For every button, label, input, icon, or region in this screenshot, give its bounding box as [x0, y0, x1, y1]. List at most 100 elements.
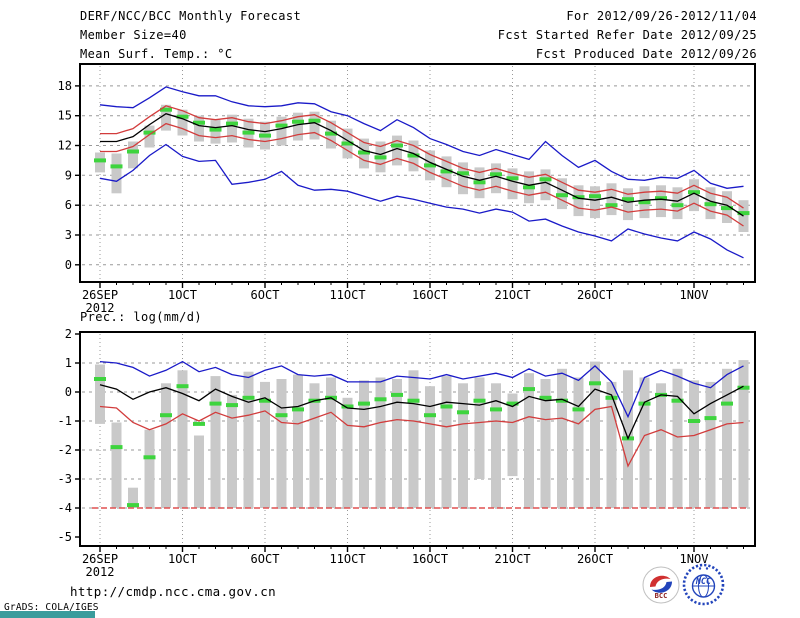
- precipitation-spread-bar: [227, 394, 237, 508]
- precipitation-spread-bar: [441, 376, 452, 508]
- temperature-spread-bar: [392, 135, 402, 166]
- temperature-obs-marker: [523, 185, 535, 190]
- precipitation-obs-marker: [193, 421, 205, 426]
- precipitation-spread-bar: [639, 377, 650, 508]
- bcc-logo-label: BCC: [655, 592, 668, 600]
- ncc-logo-top-mark-icon: [698, 567, 702, 570]
- precipitation-obs-marker: [424, 413, 436, 418]
- precipitation-spread-bar: [524, 373, 534, 508]
- precipitation-y-tick-label: -2: [58, 443, 72, 457]
- temperature-obs-marker: [473, 180, 486, 185]
- temperature-obs-marker: [226, 121, 238, 126]
- precipitation-spread-bar: [260, 381, 270, 508]
- precipitation-spread-bar: [276, 379, 287, 508]
- temperature-obs-marker: [622, 197, 634, 202]
- bcc-logo: BCC: [642, 566, 680, 604]
- precipitation-spread-bar: [689, 380, 699, 508]
- temperature-obs-marker: [292, 119, 304, 124]
- temperature-obs-marker: [374, 155, 387, 160]
- precipitation-spread-bar: [293, 374, 303, 508]
- temperature-obs-marker: [655, 196, 667, 201]
- temperature-spread-bar: [656, 185, 666, 218]
- precipitation-spread-bar: [144, 429, 155, 508]
- temperature-spread-bar: [128, 141, 138, 169]
- temperature-y-tick-label: 12: [58, 139, 72, 153]
- temperature-obs-marker: [259, 133, 271, 138]
- temperature-obs-marker: [440, 169, 453, 174]
- precipitation-obs-marker: [490, 407, 502, 412]
- precipitation-obs-marker: [688, 419, 700, 423]
- temperature-obs-marker: [572, 195, 585, 200]
- precipitation-minus-spread-line: [99, 405, 744, 468]
- precipitation-spread-bar: [540, 379, 551, 508]
- precipitation-obs-marker: [94, 377, 106, 381]
- precipitation-y-tick-label: -4: [58, 501, 72, 515]
- temperature-spread-bar: [210, 119, 221, 144]
- precipitation-x-tick-label: 21OCT: [494, 552, 530, 566]
- temperature-spread-bar: [111, 153, 122, 194]
- produced-date-label: Fcst Produced Date 2012/09/26: [535, 47, 757, 61]
- bcc-logo-red-swirl-icon: [650, 575, 671, 587]
- ncc-logo: NCC: [682, 563, 725, 606]
- temperature-obs-marker: [391, 143, 403, 148]
- temperature-y-tick-label: 18: [58, 79, 72, 93]
- precipitation-obs-marker: [358, 401, 370, 406]
- temperature-spread-bar: [309, 111, 320, 140]
- temperature-spread-bar: [606, 183, 617, 216]
- temperature-obs-marker: [341, 141, 354, 146]
- precipitation-obs-marker: [341, 404, 354, 409]
- site-url[interactable]: http://cmdp.ncc.cma.gov.cn: [70, 584, 277, 599]
- precipitation-year-label: 2012: [86, 565, 115, 579]
- precipitation-spread-bar: [722, 368, 732, 508]
- precipitation-x-tick-label: 26SEP: [82, 552, 118, 566]
- precipitation-spread-bar: [392, 379, 402, 508]
- precipitation-spread-bar: [375, 377, 386, 508]
- temperature-x-tick-label: 21OCT: [494, 288, 530, 302]
- temperature-y-tick-label: 9: [65, 168, 72, 182]
- temperature-obs-marker: [556, 193, 568, 198]
- temperature-spread-bar: [689, 179, 699, 212]
- precipitation-y-tick-label: 1: [65, 356, 72, 370]
- temperature-ensemble-mean-line: [100, 112, 744, 217]
- precipitation-spread-bar: [474, 377, 485, 479]
- temperature-obs-marker: [424, 163, 436, 168]
- temperature-obs-marker: [242, 130, 255, 135]
- precip-chart-title: Prec.: log(mm/d): [80, 310, 202, 324]
- precipitation-spread-bar: [111, 422, 122, 508]
- temperature-obs-marker: [605, 203, 618, 208]
- temperature-spread-bar: [540, 169, 551, 201]
- temperature-spread-bar: [573, 185, 584, 217]
- precipitation-y-tick-label: -1: [58, 414, 72, 428]
- precipitation-y-tick-label: 0: [65, 385, 72, 399]
- precipitation-obs-marker: [209, 401, 222, 406]
- precipitation-obs-marker: [572, 407, 585, 412]
- temperature-ensemble-min-line: [99, 143, 744, 259]
- precipitation-ensemble-mean-line: [99, 384, 744, 441]
- precipitation-obs-marker: [506, 401, 519, 406]
- temperature-ensemble-max-line: [99, 86, 744, 189]
- temperature-x-tick-label: 26SEP: [82, 288, 118, 302]
- precipitation-spread-bar: [210, 376, 221, 508]
- temperature-spread-bar: [161, 104, 171, 131]
- temperature-x-tick-label: 1OCT: [168, 288, 197, 302]
- precipitation-spread-bar: [573, 377, 584, 508]
- precipitation-obs-marker: [440, 404, 453, 409]
- temperature-x-tick-label: 26OCT: [577, 288, 613, 302]
- temperature-obs-marker: [325, 131, 337, 136]
- temperature-obs-marker: [506, 176, 519, 181]
- ncc-logo-wreath-icon: [682, 563, 725, 606]
- temperature-obs-marker: [94, 158, 106, 163]
- bcc-logo-blue-swirl-icon: [651, 581, 672, 593]
- precipitation-obs-marker: [127, 503, 139, 508]
- temperature-obs-marker: [589, 194, 601, 199]
- precipitation-spread-bar: [342, 397, 353, 508]
- ncc-logo-top-mark-icon: [705, 567, 709, 570]
- temperature-spread-bar: [95, 152, 105, 173]
- precipitation-x-tick-label: 26OCT: [577, 552, 613, 566]
- precipitation-obs-marker: [407, 398, 420, 403]
- temperature-spread-bar: [507, 168, 518, 200]
- bcc-logo-ring: [642, 566, 680, 604]
- precipitation-obs-marker: [556, 398, 568, 403]
